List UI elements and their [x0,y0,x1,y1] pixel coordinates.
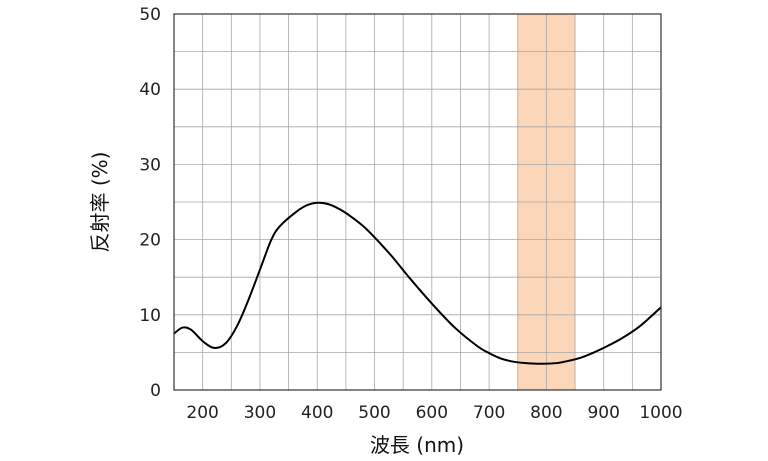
y-tick-label: 40 [139,80,161,100]
series-layer [173,201,662,365]
x-axis-title: 波長 (nm) [370,433,464,457]
y-tick-label: 50 [139,5,161,25]
x-tick-label: 200 [186,403,218,423]
x-tick-labels: 200 300 400 500 600 700 800 900 1000 [186,403,682,423]
y-tick-label: 10 [139,306,161,326]
series-line [173,201,662,365]
x-tick-label: 700 [473,403,505,423]
y-axis-title: 反射率 (%) [88,152,112,253]
x-tick-label: 500 [358,403,390,423]
x-tick-label: 1000 [639,403,682,423]
x-tick-label: 900 [587,403,619,423]
x-tick-label: 400 [301,403,333,423]
x-tick-label: 800 [530,403,562,423]
y-tick-label: 30 [139,155,161,175]
y-tick-label: 20 [139,231,161,251]
grid-layer [174,14,661,390]
y-tick-labels: 0 10 20 30 40 50 [139,5,161,401]
x-tick-label: 600 [416,403,448,423]
y-tick-label: 0 [150,381,161,401]
plot-frame [173,13,662,391]
x-tick-label: 300 [244,403,276,423]
